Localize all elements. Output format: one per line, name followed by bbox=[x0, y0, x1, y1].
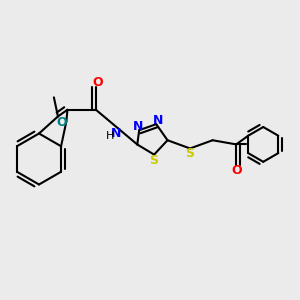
Text: O: O bbox=[92, 76, 103, 89]
Text: O: O bbox=[232, 164, 242, 177]
Text: S: S bbox=[150, 154, 159, 166]
Text: H: H bbox=[106, 131, 114, 142]
Text: N: N bbox=[153, 114, 163, 127]
Text: S: S bbox=[186, 147, 195, 161]
Text: O: O bbox=[57, 116, 67, 129]
Text: N: N bbox=[133, 120, 143, 133]
Text: N: N bbox=[111, 127, 122, 140]
